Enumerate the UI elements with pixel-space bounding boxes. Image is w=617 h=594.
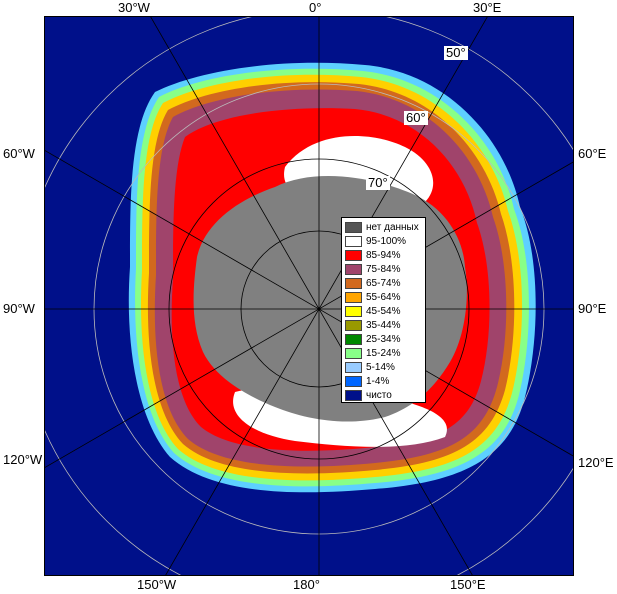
legend-swatch: [345, 264, 362, 275]
lon-label-150w: 150°W: [137, 577, 177, 592]
legend-item: 5-14%: [345, 361, 425, 374]
lon-label-90e: 90°E: [578, 301, 607, 316]
legend-item: 75-84%: [345, 263, 425, 276]
legend-swatch: [345, 348, 362, 359]
legend-item: 85-94%: [345, 249, 425, 262]
lon-label-120e: 120°E: [578, 455, 614, 470]
lon-label-30e: 30°E: [473, 0, 502, 15]
legend-item: 15-24%: [345, 347, 425, 360]
legend-swatch: [345, 362, 362, 373]
lat-label-70: 70°: [366, 175, 390, 190]
legend-label: 85-94%: [366, 250, 401, 261]
legend-swatch: [345, 250, 362, 261]
legend-label: 25-34%: [366, 334, 401, 345]
legend-item: 25-34%: [345, 333, 425, 346]
legend-label: нет данных: [366, 222, 419, 233]
legend-label: 55-64%: [366, 292, 401, 303]
lon-label-60w: 60°W: [3, 146, 35, 161]
lon-label-30w: 30°W: [118, 0, 150, 15]
legend-label: 65-74%: [366, 278, 401, 289]
lon-label-0: 0°: [309, 0, 322, 15]
legend-label: 95-100%: [366, 236, 407, 247]
legend-item: 65-74%: [345, 277, 425, 290]
legend-label: чисто: [366, 390, 392, 401]
legend-label: 5-14%: [366, 362, 395, 373]
legend-label: 75-84%: [366, 264, 401, 275]
lon-label-60e: 60°E: [578, 146, 607, 161]
legend-swatch: [345, 292, 362, 303]
legend-label: 45-54%: [366, 306, 401, 317]
legend-swatch: [345, 376, 362, 387]
sea-ice-map: [44, 16, 574, 576]
lon-label-180: 180°: [293, 577, 320, 592]
legend-item: 35-44%: [345, 319, 425, 332]
legend-item: 95-100%: [345, 235, 425, 248]
legend-item: чисто: [345, 389, 425, 402]
legend-item: 55-64%: [345, 291, 425, 304]
lon-label-120w: 120°W: [3, 452, 43, 467]
legend-swatch: [345, 222, 362, 233]
legend-label: 15-24%: [366, 348, 401, 359]
legend-swatch: [345, 278, 362, 289]
legend-swatch: [345, 334, 362, 345]
lat-label-60: 60°: [404, 110, 428, 125]
legend-label: 35-44%: [366, 320, 401, 331]
legend-item: 1-4%: [345, 375, 425, 388]
legend-item: 45-54%: [345, 305, 425, 318]
lon-label-150e: 150°E: [450, 577, 486, 592]
graticule: [45, 17, 573, 575]
lat-label-50: 50°: [444, 45, 468, 60]
map-canvas: [45, 17, 573, 575]
legend-swatch: [345, 390, 362, 401]
legend-swatch: [345, 306, 362, 317]
legend-item: нет данных: [345, 221, 425, 234]
lon-label-90w: 90°W: [3, 301, 35, 316]
legend-label: 1-4%: [366, 376, 390, 387]
legend: нет данных 95-100% 85-94% 75-84% 65-74% 55-64…: [341, 217, 426, 403]
legend-swatch: [345, 236, 362, 247]
legend-swatch: [345, 320, 362, 331]
